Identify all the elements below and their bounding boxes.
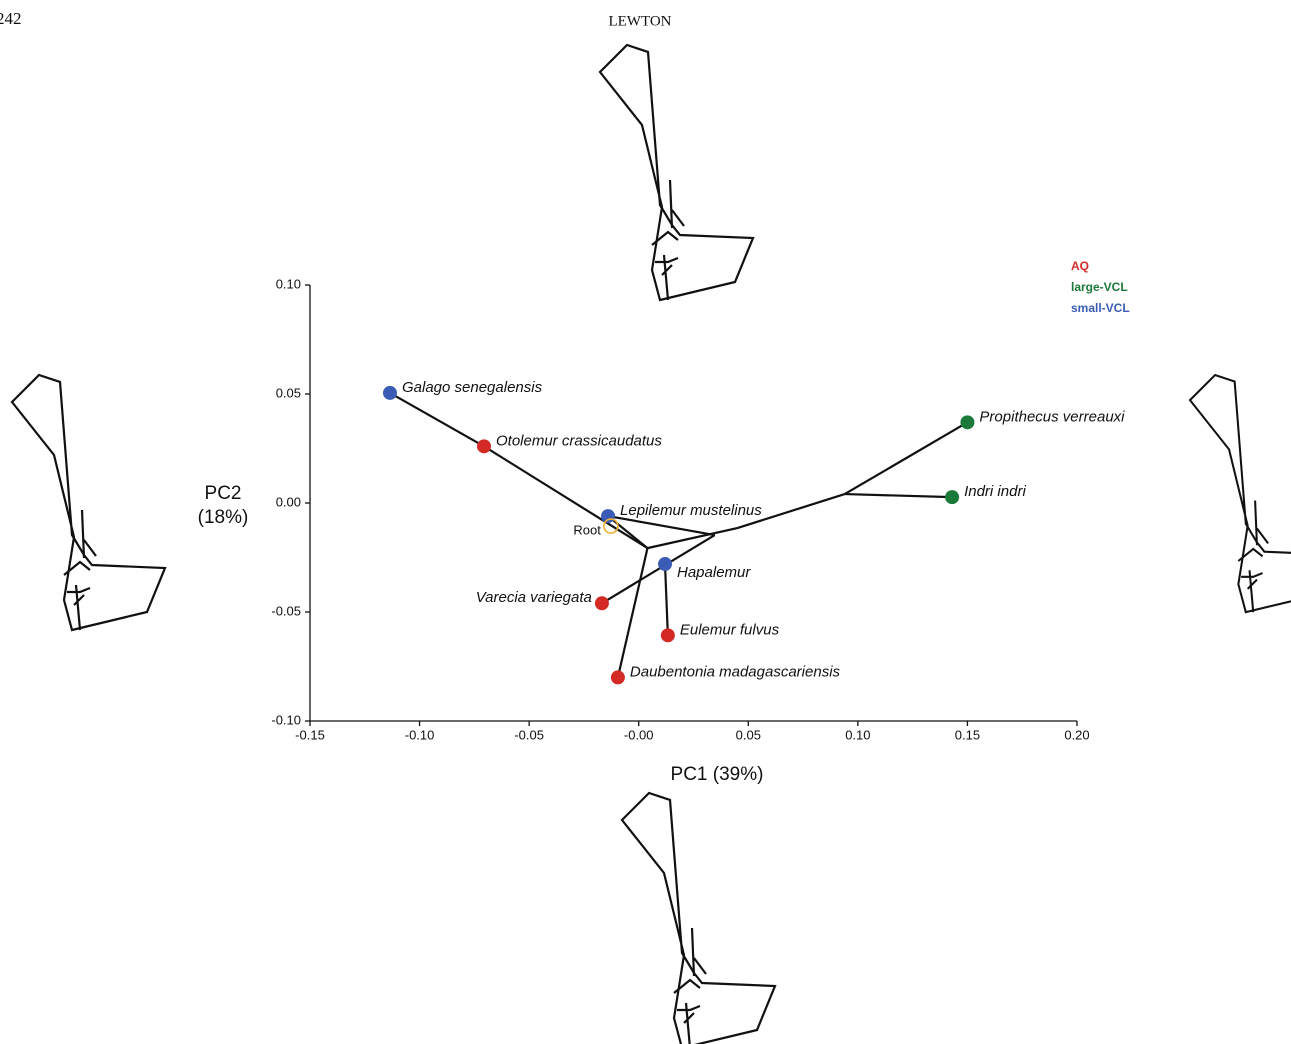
point-label: Propithecus verreauxi <box>979 408 1125 425</box>
page: 242 LEWTON -0.10-0.050.000.050.10-0.15-0… <box>0 0 1291 1044</box>
bone-shape-left <box>12 375 165 630</box>
bone-shape-top <box>600 45 753 300</box>
x-tick-label: -0.10 <box>405 727 435 742</box>
point-label: Eulemur fulvus <box>680 621 780 638</box>
y-axis-label: PC2 <box>205 483 242 504</box>
x-tick-label: 0.15 <box>955 727 980 742</box>
data-point <box>601 509 615 523</box>
x-tick-label: -0.15 <box>295 727 325 742</box>
x-tick-label: 0.20 <box>1064 727 1089 742</box>
point-label: Daubentonia madagascariensis <box>630 663 841 680</box>
point-label: Indri indri <box>964 483 1026 500</box>
data-point <box>945 490 959 504</box>
point-label: Otolemur crassicaudatus <box>496 432 662 449</box>
point-label: Varecia variegata <box>476 589 592 606</box>
x-tick-label: -0.00 <box>624 727 654 742</box>
data-point <box>383 386 397 400</box>
page-number: 242 <box>0 9 22 28</box>
data-point <box>960 415 974 429</box>
data-point <box>477 439 491 453</box>
data-point <box>595 596 609 610</box>
data-point <box>661 628 675 642</box>
x-tick-label: -0.05 <box>514 727 544 742</box>
y-tick-label: -0.10 <box>271 712 301 727</box>
legend-entry: small-VCL <box>1071 301 1130 315</box>
point-label: Hapalemur <box>677 564 751 581</box>
tree-branch <box>845 422 968 494</box>
x-tick-label: 0.05 <box>736 727 761 742</box>
tree-branch <box>845 494 952 497</box>
data-point <box>658 557 672 571</box>
y-tick-label: 0.00 <box>276 494 301 509</box>
y-tick-label: -0.05 <box>271 603 301 618</box>
bone-shape-right <box>1190 375 1291 612</box>
tree-branch <box>665 564 668 635</box>
y-tick-label: 0.05 <box>276 385 301 400</box>
running-title: LEWTON <box>608 13 671 29</box>
point-label: Lepilemur mustelinus <box>620 502 762 519</box>
y-axis-label: (18%) <box>198 507 249 528</box>
tree-branch <box>390 393 484 446</box>
tree-branch <box>618 548 648 677</box>
x-axis-label: PC1 (39%) <box>671 764 764 785</box>
point-label: Galago senegalensis <box>402 379 543 396</box>
y-tick-label: 0.10 <box>276 276 301 291</box>
data-point <box>611 670 625 684</box>
x-tick-label: 0.10 <box>845 727 870 742</box>
bone-shape-bottom <box>622 793 775 1044</box>
root-label: Root <box>573 523 601 538</box>
legend-entry: large-VCL <box>1071 280 1128 294</box>
plot: -0.10-0.050.000.050.10-0.15-0.10-0.05-0.… <box>198 259 1130 785</box>
tree-branch <box>484 446 647 548</box>
legend-entry: AQ <box>1071 259 1089 273</box>
